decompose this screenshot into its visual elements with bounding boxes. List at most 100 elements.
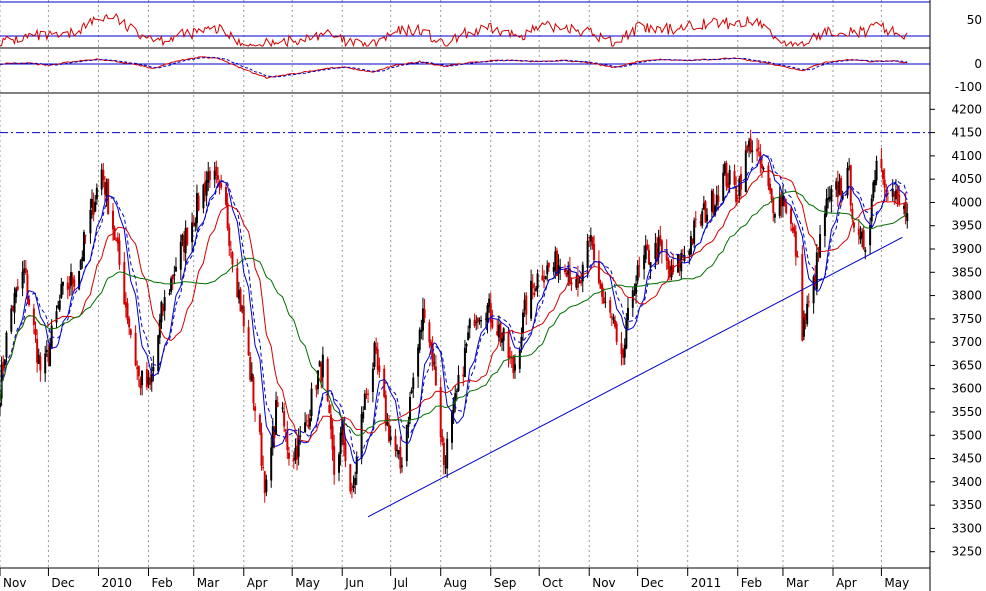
price-bar-body <box>73 279 76 287</box>
price-bar-body <box>891 188 894 197</box>
price-bar-body <box>581 264 584 282</box>
price-bar-body <box>71 276 74 284</box>
price-bar-body <box>434 366 437 386</box>
price-bar-body <box>588 237 591 239</box>
price-bar-body <box>554 251 557 271</box>
price-bar-body <box>473 319 476 326</box>
price-bar-body <box>536 273 539 289</box>
price-bar-body <box>565 273 568 277</box>
price-bar-body <box>785 204 788 213</box>
price-bar-body <box>3 359 6 366</box>
price-bar-body <box>486 305 489 323</box>
price-bar-body <box>15 288 18 298</box>
price-bar-body <box>399 446 402 469</box>
price-bar-body <box>66 282 69 290</box>
price-bar-body <box>10 308 13 332</box>
price-bar-body <box>179 241 182 270</box>
price-bar-body <box>667 258 670 269</box>
price-bar-body <box>263 471 266 494</box>
price-bar-body <box>778 196 781 216</box>
price-bar-body <box>204 182 207 194</box>
price-bar-body <box>746 145 749 151</box>
price-bar-body <box>714 205 717 215</box>
price-bar-body <box>644 245 647 260</box>
price-bar-body <box>428 322 431 343</box>
price-bar-body <box>702 203 705 210</box>
price-bar-body <box>586 240 589 268</box>
price-bar-body <box>622 349 625 358</box>
price-bar-body <box>906 213 909 222</box>
price-bar-body <box>462 374 465 377</box>
price-bar-body <box>410 389 413 393</box>
price-axis-label: 4050 <box>951 172 982 186</box>
price-bar-body <box>576 275 579 288</box>
price-bar-body <box>838 180 841 195</box>
price-bar-body <box>875 160 878 181</box>
time-axis-label: Jul <box>393 576 408 590</box>
price-bar-body <box>26 274 29 299</box>
price-bar-body <box>882 170 885 180</box>
price-bar-body <box>836 182 839 198</box>
price-bar-body <box>869 224 872 246</box>
price-bar-body <box>141 370 144 385</box>
price-bar-body <box>680 253 683 272</box>
price-bar-body <box>129 329 132 335</box>
price-bar-body <box>546 265 549 275</box>
price-bar-body <box>725 162 728 187</box>
price-bar-body <box>283 411 286 427</box>
price-bar-body <box>848 166 851 168</box>
price-bar-body <box>614 320 617 327</box>
price-bar-body <box>21 271 24 289</box>
price-bar-body <box>817 253 820 255</box>
price-axis-label: 3300 <box>951 521 982 535</box>
price-bar-body <box>444 466 447 468</box>
price-bar-body <box>275 400 278 435</box>
price-bar-body <box>748 140 751 147</box>
price-bar-body <box>615 323 618 342</box>
price-bar-body <box>128 318 131 328</box>
price-bar-body <box>791 228 794 231</box>
price-bar-body <box>722 172 725 201</box>
price-bar-body <box>852 222 855 228</box>
time-axis-label: Nov <box>592 576 615 590</box>
price-bar-body <box>202 184 205 209</box>
price-bar-body <box>762 168 765 170</box>
price-axis-label: 3750 <box>951 312 982 326</box>
price-bar-body <box>497 324 500 338</box>
price-bar-body <box>134 332 137 366</box>
price-bar-body <box>665 250 668 261</box>
price-bar-body <box>591 236 594 246</box>
price-bar-body <box>183 235 186 253</box>
price-bar-body <box>433 362 436 364</box>
price-bar-body <box>173 274 176 276</box>
price-bar-body <box>660 240 663 253</box>
price-bar-body <box>220 183 223 188</box>
price-bar-body <box>681 256 684 258</box>
price-bar-body <box>657 237 660 258</box>
price-bar-body <box>846 167 849 196</box>
price-bar-body <box>205 180 208 196</box>
price-bar-body <box>78 270 81 290</box>
price-bar-body <box>555 250 558 277</box>
price-bar-body <box>790 208 793 224</box>
time-axis-label: Feb <box>741 576 762 590</box>
price-bar-body <box>552 267 555 272</box>
price-axis-label: 3550 <box>951 405 982 419</box>
price-bar-body <box>11 305 14 310</box>
time-axis-label: May <box>884 576 909 590</box>
time-axis-label: Mar <box>197 576 220 590</box>
price-bar-body <box>512 356 515 373</box>
price-bar-body <box>34 328 37 335</box>
price-bar-body <box>145 369 148 388</box>
price-bar-body <box>841 194 844 200</box>
price-bar-body <box>656 247 659 262</box>
price-bar-body <box>329 414 332 430</box>
price-bar-body <box>499 323 502 341</box>
price-bar-body <box>525 295 528 315</box>
price-bar-body <box>547 262 550 268</box>
price-bar-body <box>28 299 31 306</box>
price-bar-body <box>70 272 73 286</box>
price-bar-body <box>480 319 483 322</box>
price-axis-label: 3350 <box>951 498 982 512</box>
price-bar-body <box>441 436 444 442</box>
